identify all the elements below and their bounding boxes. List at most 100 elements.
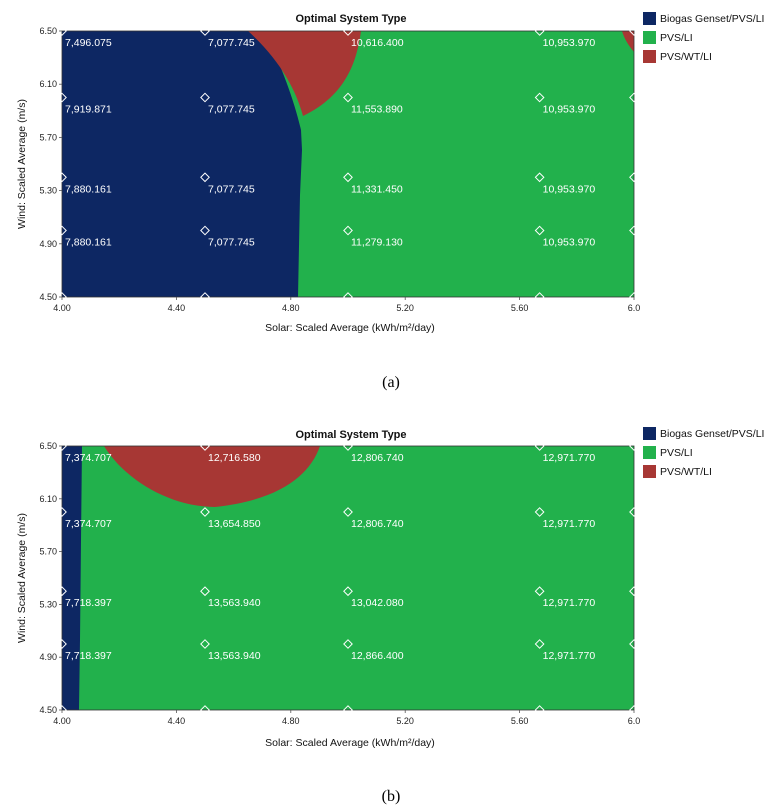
data-point-marker [57,705,67,715]
x-axis-ticks: 4.00 4.40 4.80 5.20 5.60 6.0 [53,710,640,726]
data-point-marker [629,26,639,36]
data-point-marker [343,705,353,715]
region-pvs-wt-li [104,446,320,507]
data-label: 13,563.940 [208,716,261,728]
y-tick-label: 6.10 [39,79,57,89]
legend: Biogas Genset/PVS/LI PVS/LI PVS/WT/LI [643,427,764,478]
data-point-marker [200,705,210,715]
y-tick-label: 4.50 [39,292,57,302]
panel-caption-a: (a) [382,374,400,391]
data-label: 13,042.080 [351,597,404,609]
data-point-marker [534,441,545,451]
legend-swatch [643,12,656,25]
panel-caption-b: (b) [382,788,401,805]
data-label: 11,331.450 [351,183,403,195]
region-pvs-wt-li-corner [622,31,634,52]
data-label: 13,654.850 [208,518,261,530]
data-point-marker [534,92,545,103]
data-label: 7,374.707 [65,518,112,530]
chart-panel-b: Optimal System Type 7,374.707 12,716.580 1… [16,427,764,749]
y-axis-label: Wind: Scaled Average (m/s) [16,513,28,643]
chart-title: Optimal System Type [295,13,406,25]
x-tick-label: 5.20 [396,303,414,313]
x-tick-label: 4.40 [168,303,186,313]
data-label: 7,548.559 [65,716,112,728]
data-label: 10,953.970 [543,183,596,195]
data-point-marker [343,586,353,597]
x-tick-label: 6.0 [628,303,641,313]
data-label: 12,985.260 [637,716,690,728]
region-biogas-genset [62,31,302,297]
legend-swatch [643,31,656,44]
data-label: 7,077.745 [208,237,255,249]
data-point-marker [343,92,353,103]
x-tick-label: 6.0 [628,716,641,726]
data-label: 12,806.740 [351,518,404,530]
x-tick-label: 5.60 [511,716,529,726]
data-point-marker [57,92,67,103]
data-label: 11,279.130 [351,237,403,249]
y-tick-label: 5.70 [39,132,57,142]
data-label: 11,279.130 [351,303,403,315]
x-tick-label: 5.60 [511,303,529,313]
x-tick-label: 4.40 [168,716,186,726]
y-tick-label: 6.50 [39,441,57,451]
data-point-marker [534,292,545,302]
data-markers: 7,496.075 7,077.745 10,616.400 10,953.970 10… [57,26,690,315]
data-point-marker [57,639,67,649]
data-point-marker [534,639,545,649]
data-point-marker [534,586,545,597]
data-point-marker [629,225,639,236]
data-point-marker [57,586,67,597]
data-label: 12,985.260 [637,518,690,530]
data-point-marker [629,441,639,451]
x-axis-label: Solar: Scaled Average (kWh/m²/day) [265,322,435,334]
data-label: 7,077.745 [208,104,255,116]
y-tick-label: 5.30 [39,186,57,196]
y-axis-ticks: 4.50 4.90 5.30 5.70 6.10 6.50 [39,441,62,715]
y-axis-label: Wind: Scaled Average (m/s) [16,99,28,229]
y-axis-ticks: 4.50 4.90 5.30 5.70 6.10 6.50 [39,26,62,302]
data-point-marker [200,639,210,649]
data-point-marker [629,507,639,517]
data-point-marker [534,172,545,183]
data-point-marker [343,172,353,183]
data-label: 11,553.890 [351,104,403,116]
data-point-marker [534,507,545,517]
data-label: 7,374.707 [65,452,112,464]
y-tick-label: 6.50 [39,26,57,36]
data-point-marker [629,92,639,103]
data-label: 12,971.770 [543,716,596,728]
data-point-marker [343,507,353,517]
data-label: 13,563.940 [208,650,261,662]
data-label: 10,953.970 [543,104,596,116]
x-axis-label: Solar: Scaled Average (kWh/m²/day) [265,737,435,749]
data-label: 12,806.740 [351,452,404,464]
data-label: 12,866.400 [351,716,404,728]
plot-frame [61,30,635,298]
data-label: 7,880.161 [65,237,112,249]
y-tick-label: 4.90 [39,652,57,662]
chart-panel-a: Optimal System Type 7,496.075 7,077.745 10… [16,12,764,334]
data-point-marker [57,225,67,236]
data-label: 12,985.260 [637,650,690,662]
data-label: 7,880.161 [65,183,112,195]
data-label: 10,851.180 [637,183,690,195]
data-label: 12,971.770 [543,452,596,464]
legend-label: PVS/WT/LI [660,466,712,478]
region-map [62,446,634,710]
data-label: 7,718.397 [65,650,112,662]
y-tick-label: 4.50 [39,705,57,715]
data-label: 10,953.970 [543,237,596,249]
x-tick-label: 4.80 [282,716,300,726]
data-point-marker [343,26,353,36]
y-tick-label: 6.10 [39,494,57,504]
data-point-marker [200,507,210,517]
legend-label: PVS/WT/LI [660,51,712,63]
data-point-marker [200,441,210,451]
y-tick-label: 5.70 [39,547,57,557]
data-label: 12,985.260 [637,597,690,609]
data-point-marker [57,292,67,302]
data-point-marker [629,705,639,715]
legend-swatch [643,465,656,478]
